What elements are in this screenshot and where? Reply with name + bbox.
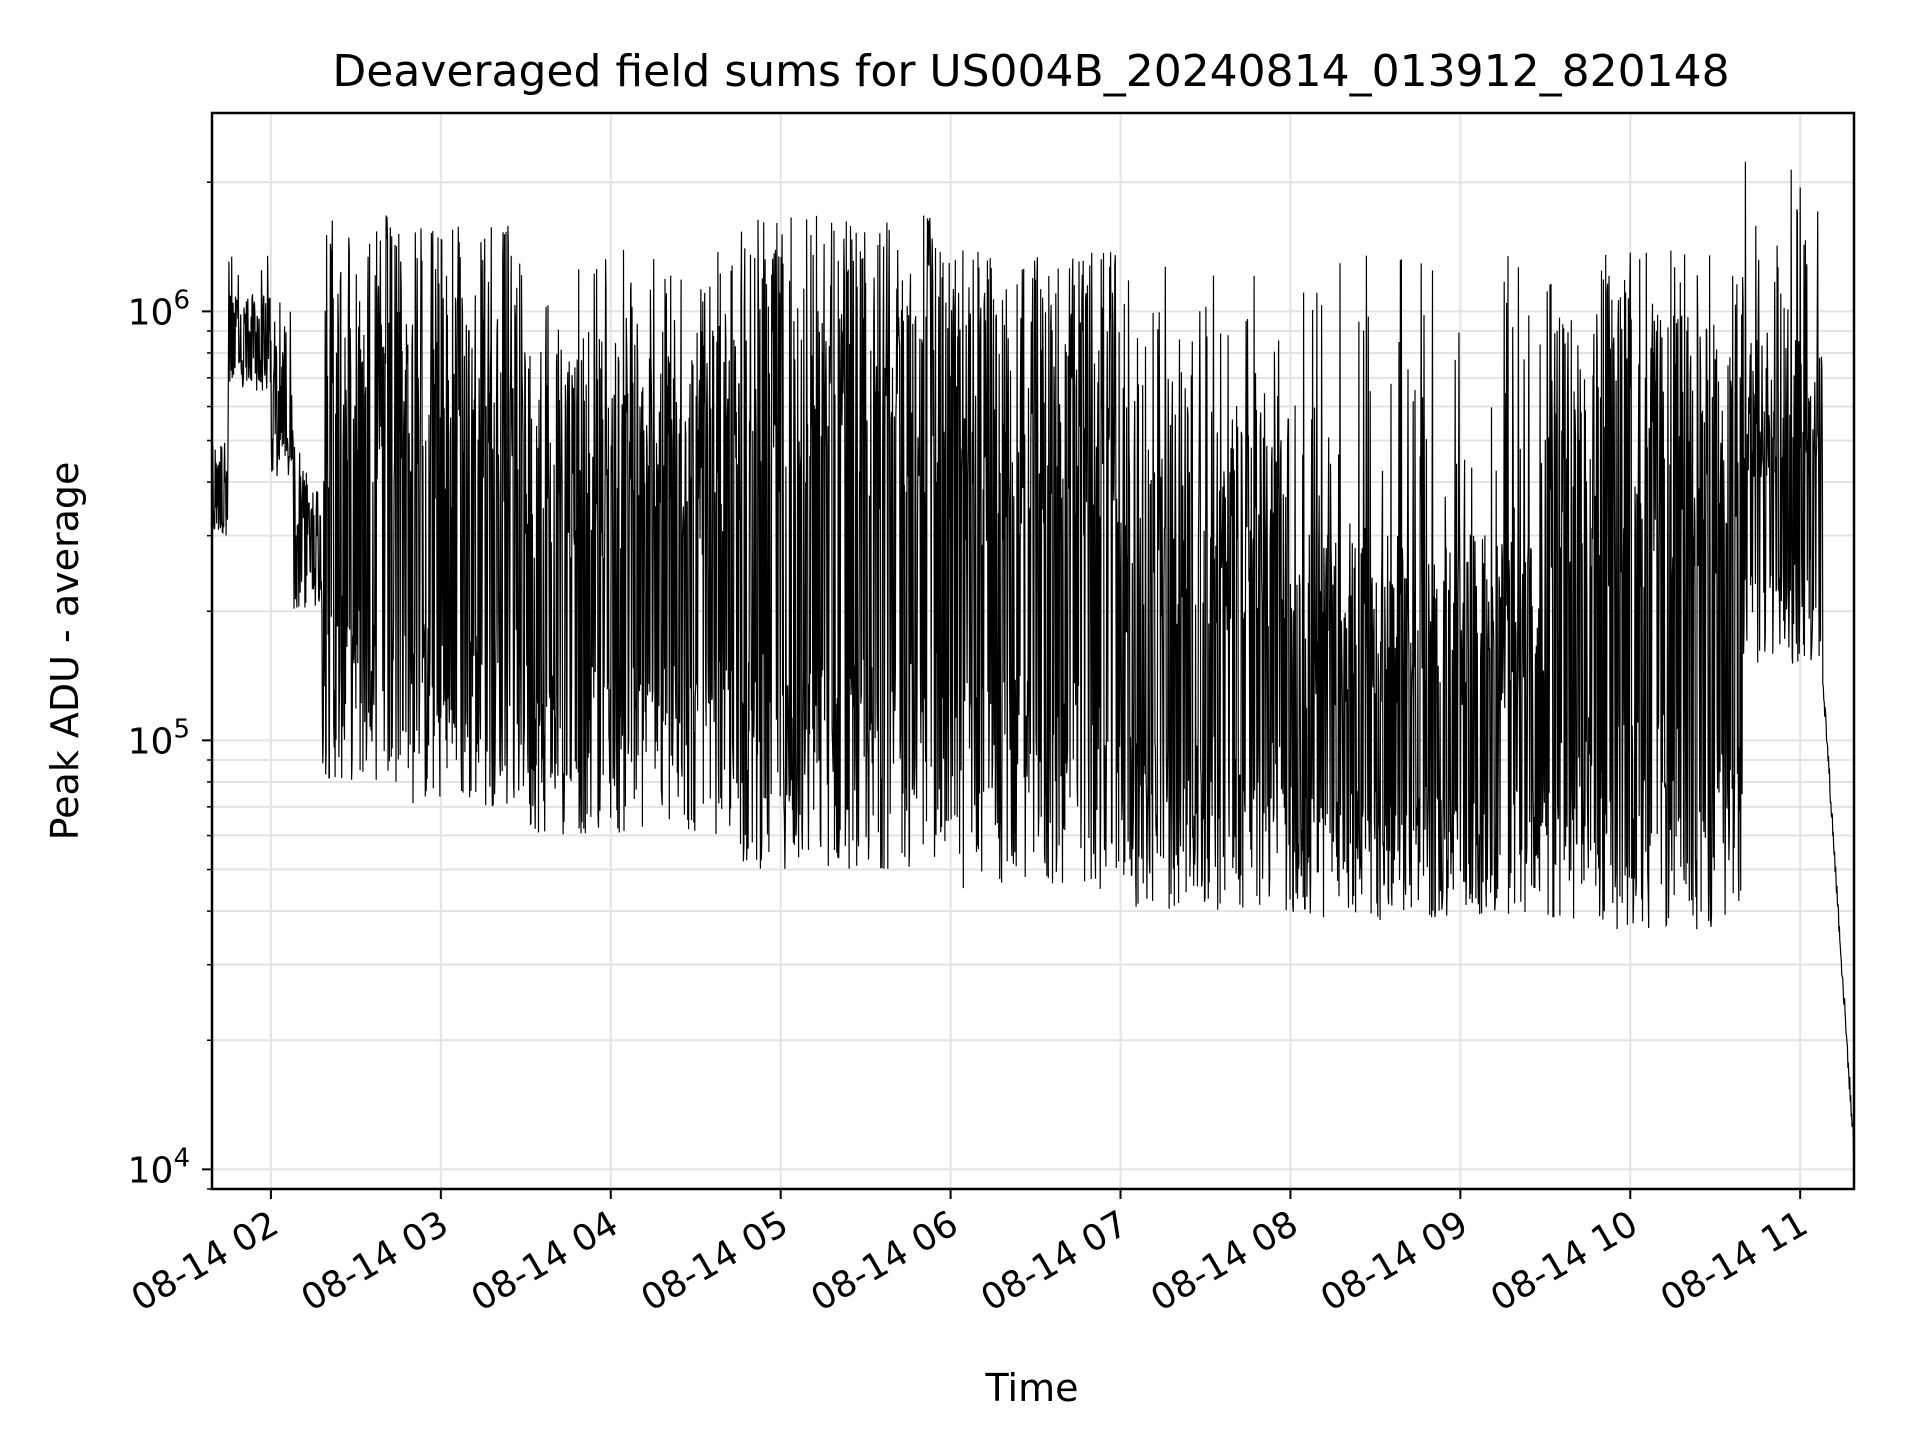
y-tick-exponent: 6 (173, 285, 190, 315)
x-axis-label: Time (985, 1366, 1079, 1410)
y-tick-base: 10 (128, 1150, 174, 1191)
chart-title: Deaveraged field sums for US004B_2024081… (332, 46, 1729, 97)
y-tick-base: 10 (128, 721, 174, 762)
y-tick-base: 10 (128, 292, 174, 333)
y-tick-label: 104 (128, 1143, 190, 1191)
y-tick-label: 105 (128, 714, 190, 762)
series-line (210, 161, 1855, 1155)
y-tick-label: 106 (128, 285, 190, 333)
plot-frame (210, 111, 1856, 1191)
y-axis-label: Peak ADU - average (43, 462, 87, 841)
y-tick-exponent: 4 (173, 1143, 190, 1173)
series-trace (210, 161, 1855, 1155)
y-tick-exponent: 5 (173, 714, 190, 744)
